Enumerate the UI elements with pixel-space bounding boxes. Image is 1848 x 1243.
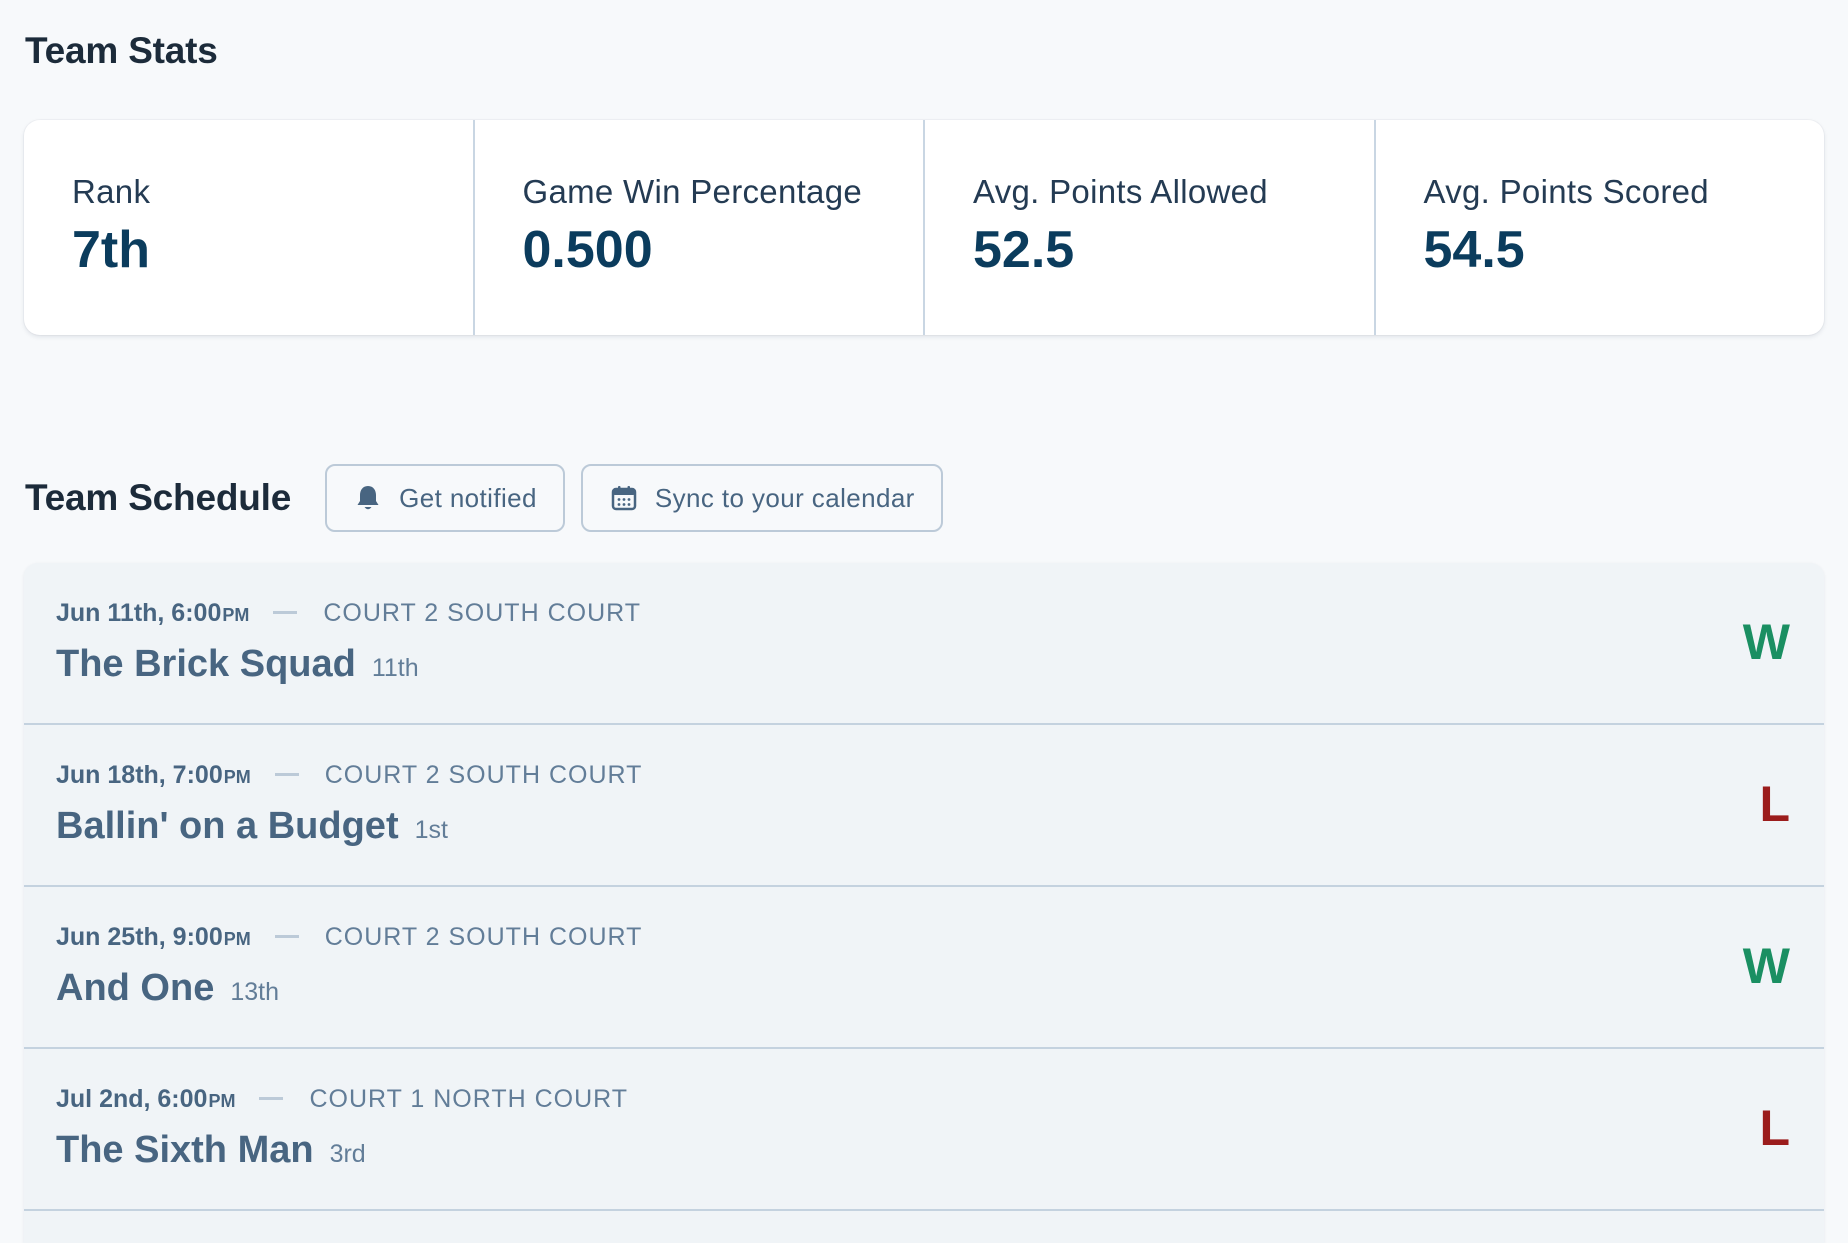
stat-value: 7th [72, 221, 150, 280]
opponent-rank: 3rd [329, 1140, 366, 1168]
opponent-name[interactable]: And One [56, 967, 215, 1009]
team-schedule-header: Team Schedule Get notified Sync to your … [25, 464, 943, 532]
schedule-list: Jun 11th, 6:00 PM COURT 2 SOUTH COURT The… [24, 563, 1824, 1243]
game-meta: Jun 18th, 7:00 PM COURT 2 SOUTH COURT [56, 761, 642, 790]
game-result: W [1742, 614, 1790, 670]
game-opponent: The Sixth Man 3rd [56, 1129, 366, 1172]
opponent-rank: 11th [371, 654, 419, 682]
stat-points-allowed: Avg. Points Allowed 52.5 [925, 120, 1376, 335]
stat-win-percentage: Game Win Percentage 0.500 [475, 120, 925, 335]
game-result: L [1759, 1100, 1790, 1156]
sync-calendar-label: Sync to your calendar [654, 482, 915, 513]
stat-rank: Rank 7th [24, 120, 475, 335]
sync-calendar-button[interactable]: Sync to your calendar [580, 464, 943, 532]
game-date: Jun 11th, 6:00 [56, 599, 222, 627]
game-meta: Jun 11th, 6:00 PM COURT 2 SOUTH COURT [56, 599, 641, 628]
stat-value: 0.500 [522, 221, 653, 280]
game-date: Jun 25th, 9:00 [56, 923, 223, 951]
game-opponent: The Brick Squad 11th [56, 643, 419, 686]
separator [274, 773, 299, 776]
game-meta: Jul 2nd, 6:00 PM COURT 1 NORTH COURT [56, 1085, 628, 1114]
game-ampm: PM [223, 767, 251, 787]
team-schedule-title: Team Schedule [25, 477, 292, 518]
stat-label: Avg. Points Scored [1423, 173, 1709, 210]
game-row[interactable]: Jul 2nd, 6:00 PM COURT 1 NORTH COURT The … [24, 1049, 1824, 1211]
stat-label: Rank [72, 173, 151, 210]
separator [259, 1097, 284, 1100]
stat-label: Game Win Percentage [522, 173, 863, 210]
game-opponent: Ballin' on a Budget 1st [56, 805, 448, 848]
game-row[interactable]: Jun 18th, 7:00 PM COURT 2 SOUTH COURT Bal… [24, 725, 1824, 887]
bell-icon [357, 486, 379, 510]
game-result: W [1742, 938, 1790, 994]
opponent-name[interactable]: The Brick Squad [56, 643, 356, 685]
calendar-icon [611, 486, 637, 511]
opponent-name[interactable]: Ballin' on a Budget [56, 805, 399, 847]
stat-points-scored: Avg. Points Scored 54.5 [1376, 120, 1825, 335]
game-court: COURT 2 SOUTH COURT [323, 599, 642, 627]
stat-value: 54.5 [1423, 221, 1525, 280]
game-court: COURT 1 NORTH COURT [309, 1085, 629, 1113]
game-opponent: And One 13th [56, 967, 279, 1010]
game-date: Jul 2nd, 6:00 [56, 1085, 208, 1113]
separator [274, 935, 299, 938]
game-meta: Jun 25th, 9:00 PM COURT 2 SOUTH COURT [56, 923, 642, 952]
game-court: COURT 2 SOUTH COURT [324, 923, 643, 951]
game-ampm: PM [222, 605, 250, 625]
game-date: Jun 18th, 7:00 [56, 761, 223, 789]
game-result: L [1759, 776, 1790, 832]
opponent-name[interactable]: The Sixth Man [56, 1129, 314, 1171]
game-ampm: PM [223, 929, 251, 949]
team-stats-card: Rank 7th Game Win Percentage 0.500 Avg. … [24, 120, 1824, 335]
separator [273, 611, 298, 614]
stat-value: 52.5 [973, 221, 1075, 280]
game-row[interactable]: Jun 25th, 9:00 PM COURT 2 SOUTH COURT And… [24, 887, 1824, 1049]
get-notified-button[interactable]: Get notified [325, 464, 565, 532]
get-notified-label: Get notified [399, 482, 537, 513]
game-row[interactable]: Jun 11th, 6:00 PM COURT 2 SOUTH COURT The… [24, 563, 1824, 725]
opponent-rank: 13th [230, 978, 279, 1006]
team-stats-title: Team Stats [25, 30, 218, 71]
game-court: COURT 2 SOUTH COURT [324, 761, 643, 789]
game-ampm: PM [208, 1091, 236, 1111]
stat-label: Avg. Points Allowed [973, 173, 1268, 210]
opponent-rank: 1st [414, 816, 448, 844]
